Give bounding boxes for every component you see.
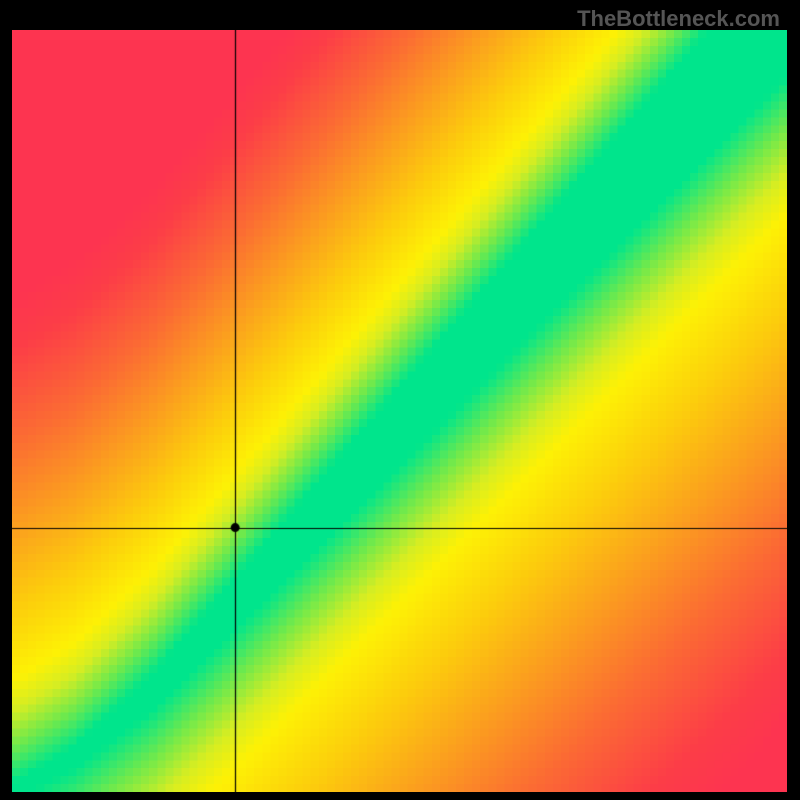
chart-container: TheBottleneck.com xyxy=(0,0,800,800)
watermark-label: TheBottleneck.com xyxy=(577,6,780,32)
marker-overlay xyxy=(12,30,787,792)
